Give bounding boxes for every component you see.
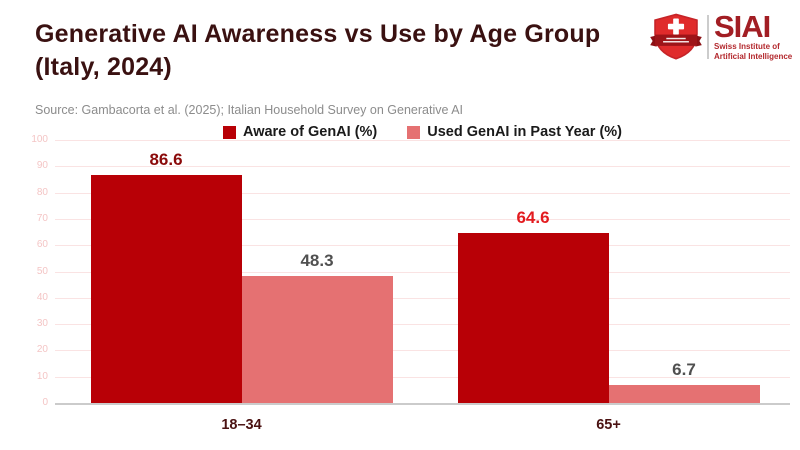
ytick-label-50: 50 [36,265,48,277]
logo-divider [707,15,709,59]
x-axis-baseline [55,403,790,405]
xtick-label-18–34: 18–34 [221,417,262,433]
logo-text: SIAI Swiss Institute of Artificial Intel… [714,9,793,61]
bar-series0-65+ [457,233,609,403]
swiss-shield-icon [650,13,702,60]
page-title: Generative AI Awareness vs Use by Age Gr… [35,20,601,81]
gridline-y80 [55,192,790,194]
ytick-label-20: 20 [36,344,48,356]
value-label-series0-18–34: 86.6 [149,150,183,170]
ytick-label-30: 30 [36,318,48,330]
ytick-label-40: 40 [36,291,48,303]
siai-logo: SIAI Swiss Institute of Artificial Intel… [650,9,793,62]
legend-label-series1: Used GenAI in Past Year (%) [427,124,623,140]
ytick-label-90: 90 [36,160,48,172]
gridline-y10 [55,376,790,378]
value-label-series0-65+: 64.6 [516,208,550,228]
logo-acronym: SIAI [714,9,771,44]
logo-subtitle-line1: Swiss Institute of [714,42,780,51]
gridline-y90 [55,166,790,168]
ytick-label-80: 80 [36,186,48,198]
chart-legend: Aware of GenAI (%) Used GenAI in Past Yea… [55,124,790,140]
logo-subtitle-line2: Artificial Intelligence [714,51,793,61]
bar-series0-18–34 [90,175,242,403]
legend-swatch-icon [222,125,236,139]
value-label-series1-18–34: 48.3 [300,250,334,270]
gridline-y30 [55,324,790,326]
ytick-label-0: 0 [42,397,48,408]
gridline-y20 [55,350,790,352]
ytick-label-100: 100 [31,134,48,145]
legend-label-series0: Aware of GenAI (%) [242,124,378,140]
ytick-label-70: 70 [36,212,48,224]
gridline-y60 [55,245,790,247]
legend-item-series1: Used GenAI in Past Year (%) [407,124,622,140]
xtick-label-65+: 65+ [596,417,621,433]
legend-swatch-icon [407,125,421,139]
value-label-series1-65+: 6.7 [672,360,696,380]
source-note: Source: Gambacorta et al. (2025); Italia… [35,103,464,117]
legend-item-series0: Aware of GenAI (%) [222,124,378,140]
bar-series1-18–34 [241,275,393,403]
gridline-y70 [55,218,790,220]
gridline-y100 [55,140,790,141]
ytick-label-60: 60 [36,239,48,251]
ytick-label-10: 10 [36,370,48,382]
gridline-y50 [55,271,790,273]
gridline-y40 [55,297,790,299]
bar-series1-65+ [608,385,760,403]
